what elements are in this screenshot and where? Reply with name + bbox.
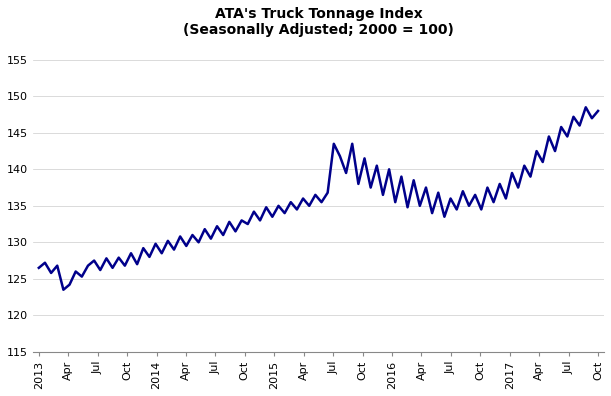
Title: ATA's Truck Tonnage Index
(Seasonally Adjusted; 2000 = 100): ATA's Truck Tonnage Index (Seasonally Ad… [183,7,454,37]
